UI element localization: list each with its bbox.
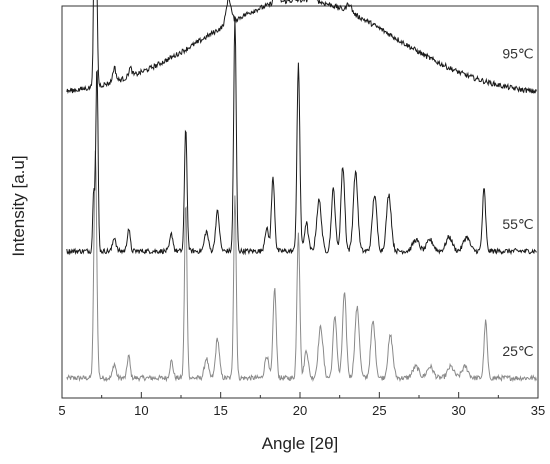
x-tick-label-1: 10 (134, 403, 148, 418)
trace-0 (66, 150, 537, 383)
x-tick-label-2: 15 (213, 403, 227, 418)
series-label-1: 55℃ (502, 216, 533, 232)
y-axis-label: Intensity [a.u] (9, 155, 28, 256)
plot-frame (61, 5, 539, 399)
x-tick-label-5: 30 (451, 403, 465, 418)
series-label-2: 95℃ (502, 46, 533, 62)
x-tick-label-4: 25 (372, 403, 386, 418)
trace-2 (66, 0, 537, 95)
x-axis-label: Angle [2θ] (262, 434, 339, 453)
x-tick-label-6: 35 (531, 403, 545, 418)
series-label-0: 25℃ (502, 343, 533, 359)
traces-group (66, 0, 537, 383)
x-tick-label-0: 5 (58, 403, 65, 418)
x-ticks-group: 5 10 15 20 25 30 35 (58, 392, 545, 418)
series-labels-group: 25℃55℃95℃105℃ (502, 46, 533, 359)
trace-1 (66, 18, 537, 256)
x-tick-label-3: 20 (293, 403, 307, 418)
